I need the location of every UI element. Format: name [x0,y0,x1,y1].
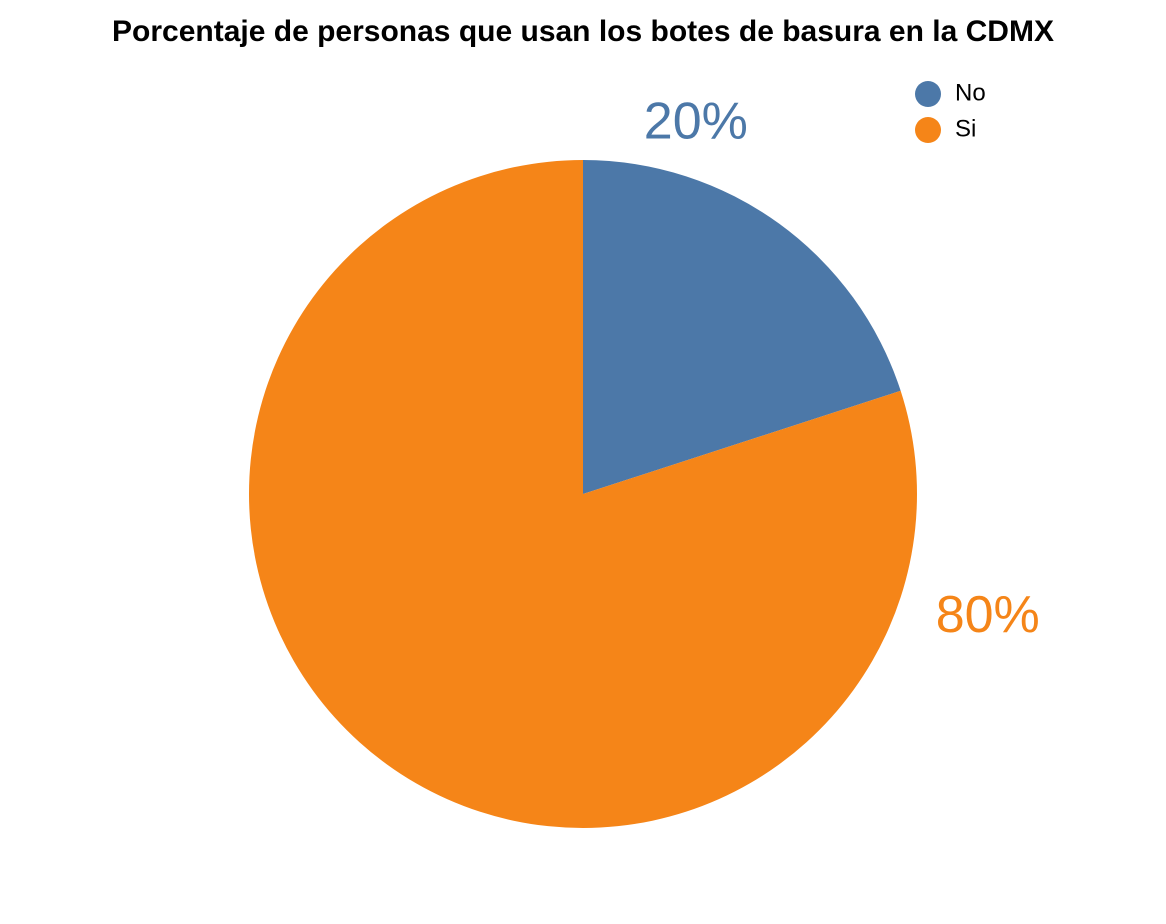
legend-item-no: No [915,79,986,107]
slice-label-no: 20% [644,93,748,151]
legend-item-si: Si [915,115,976,143]
pie-slice-si [248,160,917,829]
legend: No Si [915,79,986,143]
legend-label: Si [955,115,976,142]
legend-label: No [955,79,986,106]
slice-labels: 20% 80% [644,93,1040,645]
pie-slice-no [583,160,901,494]
pie-slices [248,160,917,829]
legend-swatch [915,81,941,107]
chart-title: Porcentaje de personas que usan los bote… [112,15,1054,48]
slice-label-si: 80% [936,586,1040,644]
legend-swatch [915,117,941,143]
